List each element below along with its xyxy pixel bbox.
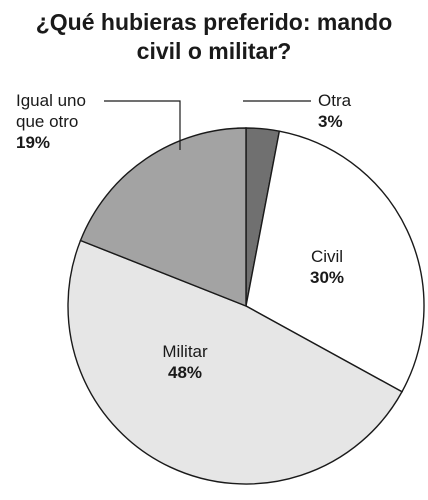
slice-label-igual-uno-que-otro-line-2: que otro [16, 112, 78, 131]
pie-slice-igual-uno-que-otro [79, 127, 247, 308]
chart-title-line-2: civil o militar? [136, 38, 292, 64]
pie-slice-militar [67, 239, 403, 485]
slice-value-otra: 3% [318, 112, 343, 131]
slice-value-civil: 30% [310, 268, 344, 287]
pie-slice-civil [245, 130, 425, 393]
slice-label-otra: Otra [318, 91, 352, 110]
slice-label-civil: Civil [311, 247, 343, 266]
leader-line-igual-uno-que-otro [104, 100, 181, 150]
slice-value-igual-uno-que-otro: 19% [16, 133, 50, 152]
slice-label-igual-uno-que-otro-line-1: Igual uno [16, 91, 86, 110]
slice-label-militar: Militar [162, 342, 208, 361]
slice-value-militar: 48% [168, 363, 202, 382]
chart-title-line-1: ¿Qué hubieras preferido: mando [35, 9, 393, 35]
chart-title: ¿Qué hubieras preferido: mando civil o m… [0, 8, 428, 66]
